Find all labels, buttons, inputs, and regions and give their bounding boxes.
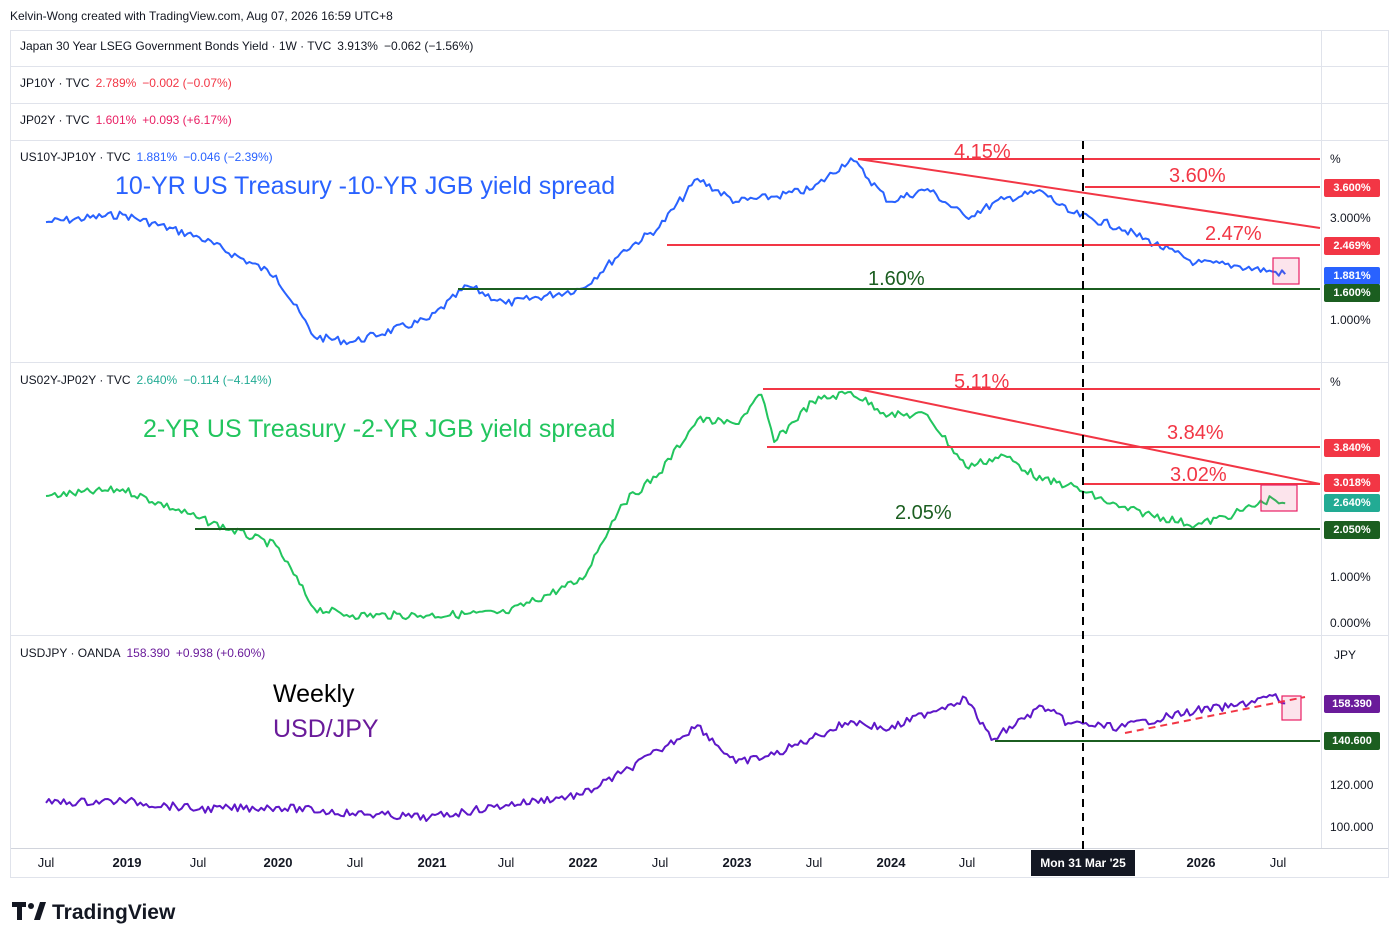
highlight-box-spread2 [1260, 484, 1298, 512]
legend-jp02-name: JP02Y · TVC [20, 113, 90, 127]
legend-jp10-name: JP10Y · TVC [20, 76, 90, 90]
chart-frame [10, 30, 1389, 878]
time-tick: Jul [189, 855, 207, 870]
legend-usdjpy-change: +0.938 (+0.60%) [175, 646, 266, 660]
legend-spread2-change: −0.114 (−4.14%) [183, 373, 272, 387]
chart-attribution: Kelvin-Wong created with TradingView.com… [10, 9, 393, 23]
level-label-5-11: 5.11% [954, 371, 1010, 393]
legend-jp30-last: 3.913% [337, 39, 378, 53]
legend-spread2-name: US02Y-JP02Y · TVC [20, 373, 131, 387]
time-tick: 2019 [112, 855, 142, 870]
spread2-price-label[interactable]: 3.840% [1324, 439, 1380, 457]
level-label-3-60: 3.60% [1169, 165, 1226, 187]
legend-spread10[interactable]: US10Y-JP10Y · TVC 1.881% −0.046 (−2.39%) [20, 150, 273, 164]
time-tick: Jul [651, 855, 669, 870]
pane-divider[interactable] [11, 635, 1388, 636]
highlight-box-spread10 [1272, 257, 1300, 285]
legend-jp10-last: 2.789% [95, 76, 137, 90]
trendline-spread2 [857, 388, 1321, 485]
spread2-axis-tick[interactable]: 0.000% [1330, 616, 1371, 630]
level-label-3-02: 3.02% [1170, 464, 1227, 486]
legend-spread2-last: 2.640% [136, 373, 178, 387]
series-line-1 [45, 390, 1286, 621]
time-tick: 2026 [1186, 855, 1216, 870]
legend-usdjpy-name: USDJPY · OANDA [20, 646, 121, 660]
level-label-2-05: 2.05% [895, 502, 952, 524]
spread2-last-price-label[interactable]: 2.640% [1324, 494, 1380, 512]
series-line-2 [45, 693, 1286, 822]
time-tick: 2023 [722, 855, 752, 870]
legend-jp10[interactable]: JP10Y · TVC 2.789% −0.002 (−0.07%) [20, 76, 232, 90]
legend-jp10-change: −0.002 (−0.07%) [142, 76, 232, 90]
weekly-label: Weekly [273, 680, 355, 708]
tradingview-logo-icon [12, 900, 46, 926]
price-axis-border [1321, 31, 1322, 848]
time-tick: Jul [346, 855, 364, 870]
pane-divider[interactable] [11, 103, 1388, 104]
level-label-4-15: 4.15% [954, 141, 1011, 163]
time-tick: 2020 [263, 855, 293, 870]
time-tick: Jul [1269, 855, 1287, 870]
time-tick: Jul [37, 855, 55, 870]
spread10-axis-tick[interactable]: 1.000% [1330, 313, 1371, 327]
level-label-2-47: 2.47% [1205, 223, 1262, 245]
usdjpy-title: USD/JPY [273, 715, 379, 743]
annotation-layer [1082, 141, 1302, 850]
legend-usdjpy-last: 158.390 [126, 646, 170, 660]
spread2-price-label[interactable]: 2.050% [1324, 521, 1380, 539]
usdjpy-price-label[interactable]: 140.600 [1324, 732, 1380, 750]
spread10-last-price-label[interactable]: 1.881% [1324, 267, 1380, 285]
support-trendline-usdjpy [1124, 696, 1306, 734]
spread10-price-label[interactable]: 2.469% [1324, 237, 1380, 255]
legend-jp30-change: −0.062 (−1.56%) [383, 39, 474, 53]
usdjpy-last-price-label[interactable]: 158.390 [1324, 695, 1380, 713]
series-line-0 [45, 157, 1286, 346]
usdjpy-axis-tick[interactable]: 120.000 [1330, 778, 1374, 792]
time-tick: 2022 [568, 855, 598, 870]
time-tick: 2021 [417, 855, 447, 870]
legend-spread10-change: −0.046 (−2.39%) [183, 150, 273, 164]
time-axis[interactable] [11, 848, 1388, 849]
series-lines [45, 157, 1286, 822]
time-tick: Jul [958, 855, 976, 870]
spread2-axis-tick[interactable]: 1.000% [1330, 570, 1371, 584]
time-tick: Jul [497, 855, 515, 870]
spread2-price-label[interactable]: 3.018% [1324, 474, 1380, 492]
legend-jp02-last: 1.601% [95, 113, 137, 127]
tradingview-logo[interactable]: TradingView [12, 900, 175, 926]
pane-divider[interactable] [11, 66, 1388, 67]
spread10-price-label[interactable]: 1.600% [1324, 284, 1380, 302]
spread10-axis-unit[interactable]: % [1330, 152, 1341, 166]
legend-spread2[interactable]: US02Y-JP02Y · TVC 2.640% −0.114 (−4.14%) [20, 373, 272, 387]
pane-divider[interactable] [11, 140, 1388, 141]
pane-divider[interactable] [11, 362, 1388, 363]
spread10-price-label[interactable]: 3.600% [1324, 179, 1380, 197]
spread2-title: 2-YR US Treasury -2-YR JGB yield spread [143, 415, 616, 443]
legend-spread10-name: US10Y-JP10Y · TVC [20, 150, 131, 164]
legend-jp30[interactable]: Japan 30 Year LSEG Government Bonds Yiel… [20, 39, 473, 53]
usdjpy-axis-tick[interactable]: 100.000 [1330, 820, 1374, 834]
crosshair-time-label: Mon 31 Mar '25 [1031, 850, 1135, 876]
time-tick: Jul [805, 855, 823, 870]
spread10-title: 10-YR US Treasury -10-YR JGB yield sprea… [115, 172, 616, 200]
time-tick: 2024 [876, 855, 906, 870]
highlight-box-usdjpy [1281, 695, 1302, 721]
level-label-1-60: 1.60% [868, 268, 925, 290]
legend-jp02[interactable]: JP02Y · TVC 1.601% +0.093 (+6.17%) [20, 113, 232, 127]
trendline-spread10 [857, 158, 1321, 229]
spread10-axis-tick[interactable]: 3.000% [1330, 211, 1371, 225]
spread2-axis-unit[interactable]: % [1330, 375, 1341, 389]
usdjpy-axis-unit[interactable]: JPY [1334, 648, 1357, 662]
legend-spread10-last: 1.881% [136, 150, 178, 164]
legend-usdjpy[interactable]: USDJPY · OANDA 158.390 +0.938 (+0.60%) [20, 646, 265, 660]
legend-jp30-name: Japan 30 Year LSEG Government Bonds Yiel… [20, 39, 332, 53]
level-lines [195, 158, 1321, 742]
legend-jp02-change: +0.093 (+6.17%) [142, 113, 232, 127]
tradingview-logo-text: TradingView [52, 901, 176, 924]
level-label-3-84: 3.84% [1167, 422, 1224, 444]
